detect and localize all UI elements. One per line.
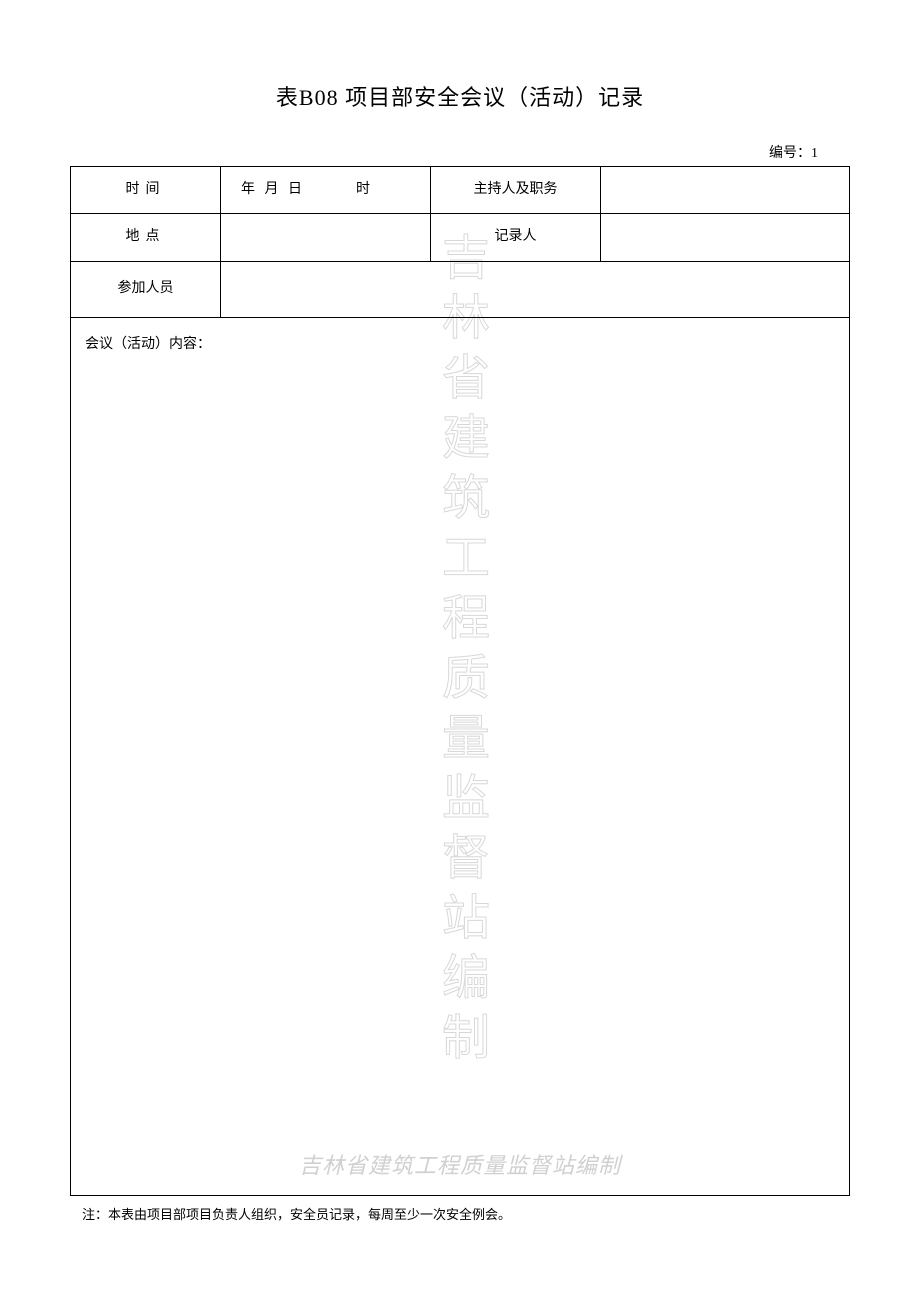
host-value [601, 167, 850, 214]
participants-value [221, 261, 850, 317]
location-value [221, 214, 431, 261]
table-row: 时间 年 月 日 时 主持人及职务 [71, 167, 850, 214]
form-table: 时间 年 月 日 时 主持人及职务 地点 记录人 参加人员 会议（活动）内容： [70, 166, 850, 1196]
document-page: 表B08 项目部安全会议（活动）记录 编号：1 时间 年 月 日 时 主持人及职… [0, 0, 920, 1302]
table-row: 地点 记录人 [71, 214, 850, 261]
table-row: 参加人员 [71, 261, 850, 317]
host-label: 主持人及职务 [431, 167, 601, 214]
participants-label: 参加人员 [71, 261, 221, 317]
doc-number-value: 1 [811, 146, 818, 161]
recorder-value [601, 214, 850, 261]
page-title: 表B08 项目部安全会议（活动）记录 [70, 80, 850, 112]
table-row: 会议（活动）内容： [71, 317, 850, 1195]
recorder-label: 记录人 [431, 214, 601, 261]
time-value: 年 月 日 时 [221, 167, 431, 214]
time-label: 时间 [71, 167, 221, 214]
footnote: 注：本表由项目部项目负责人组织，安全员记录，每周至少一次安全例会。 [70, 1204, 850, 1223]
document-number: 编号：1 [70, 142, 850, 162]
meeting-content-cell: 会议（活动）内容： [71, 317, 850, 1195]
location-label: 地点 [71, 214, 221, 261]
doc-number-label: 编号： [769, 146, 811, 161]
form-table-wrap: 时间 年 月 日 时 主持人及职务 地点 记录人 参加人员 会议（活动）内容： [70, 166, 850, 1196]
content-label: 会议（活动）内容： [85, 337, 211, 352]
